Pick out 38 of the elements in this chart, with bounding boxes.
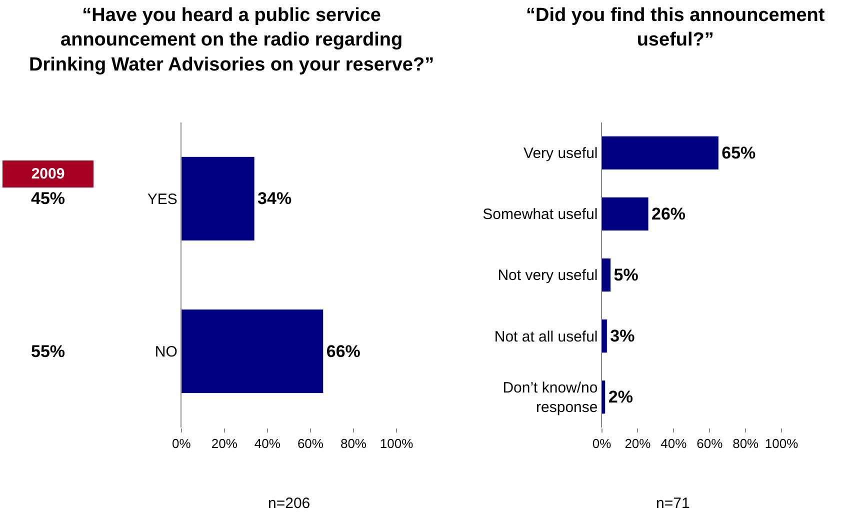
- x-tick-label: 60%: [696, 436, 724, 452]
- bar: [602, 319, 608, 354]
- y-tick-label: Not very useful: [498, 267, 598, 284]
- text: 2009: [31, 166, 65, 182]
- x-tick-label: 0%: [592, 436, 612, 452]
- bar: [602, 380, 606, 414]
- text: n=206: [268, 495, 310, 512]
- data-label: 26%: [652, 204, 686, 224]
- y-tick-label: Very useful: [524, 145, 598, 162]
- text: 55%: [31, 342, 66, 361]
- x-tick-label: 60%: [297, 436, 324, 452]
- bar: [602, 258, 611, 292]
- text: n=71: [656, 495, 690, 512]
- y-tick-label: Somewhat useful: [482, 206, 598, 224]
- text: 45%: [31, 189, 66, 208]
- y-tick-label: YES: [147, 190, 178, 208]
- data-label: 3%: [610, 326, 635, 346]
- x-tick-label: 100%: [380, 436, 414, 452]
- data-label: 34%: [258, 189, 292, 208]
- data-label: 5%: [614, 265, 638, 284]
- y-tick-label: Don’t know/no response: [502, 380, 598, 416]
- x-tick-label: 0%: [172, 436, 192, 452]
- x-tick-label: 20%: [624, 436, 652, 452]
- x-tick-label: 80%: [732, 436, 760, 452]
- data-label: 2%: [608, 388, 633, 407]
- bar: [602, 196, 649, 231]
- bar: [602, 136, 719, 170]
- x-tick-label: 100%: [764, 436, 799, 452]
- chart-title: “Have you heard a public service announcement on the radio regarding Drinking Water Advisories on your reserve?”: [29, 5, 434, 76]
- y-tick-label: NO: [154, 344, 178, 361]
- data-label: 66%: [326, 342, 360, 361]
- x-tick-label: 40%: [254, 436, 281, 452]
- x-tick-label: 80%: [340, 436, 367, 452]
- x-tick-label: 20%: [211, 436, 238, 452]
- y-tick-label: Not at all useful: [494, 328, 598, 346]
- chart-title: “Did you find this announcement useful?”: [526, 5, 826, 51]
- x-tick-label: 40%: [660, 436, 688, 452]
- data-label: 65%: [722, 143, 756, 162]
